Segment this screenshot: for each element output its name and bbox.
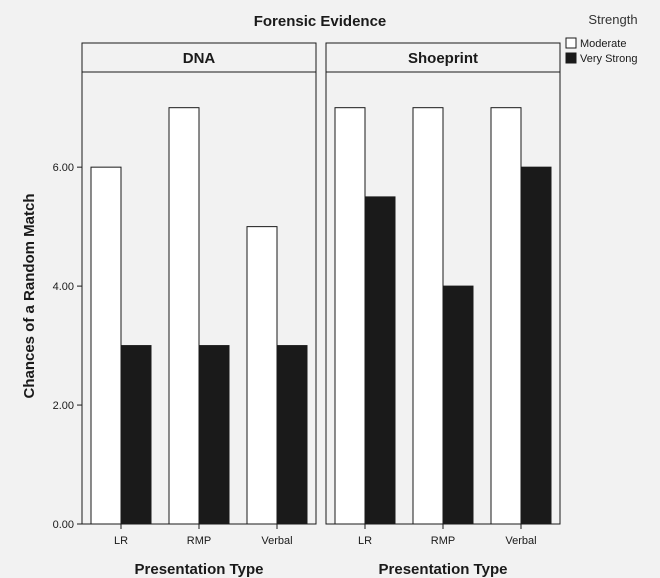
x-axis-label: Presentation Type	[135, 561, 264, 578]
x-tick-label: Verbal	[505, 535, 536, 547]
y-tick-label: 2.00	[53, 400, 74, 412]
bar-moderate-lr	[334, 107, 366, 525]
legend-swatch-very-strong	[565, 52, 577, 64]
panel-shoeprint: Shoeprint LR RMP Verbal Presentation Type	[325, 42, 561, 578]
legend-label-very-strong: Very Strong	[580, 53, 637, 65]
bar-very-strong-lr	[364, 196, 396, 525]
panel-header	[81, 42, 317, 73]
panel-title: Shoeprint	[408, 50, 478, 67]
bar-very-strong-rmp	[198, 345, 230, 525]
bar-moderate-rmp	[412, 107, 444, 525]
legend-title: Strength	[588, 12, 637, 27]
bar-moderate-lr	[90, 166, 122, 525]
bar-very-strong-verbal	[520, 166, 552, 525]
bar-very-strong-lr	[120, 345, 152, 525]
y-tick-label: 6.00	[53, 162, 74, 174]
bar-moderate-verbal	[490, 107, 522, 525]
x-axis-label: Presentation Type	[379, 561, 508, 578]
y-tick-label: 0.00	[53, 519, 74, 531]
x-tick-label: LR	[114, 535, 128, 547]
y-axis-label: Chances of a Random Match	[21, 193, 38, 398]
bar-moderate-verbal	[246, 226, 278, 525]
x-tick-label: RMP	[431, 535, 455, 547]
x-tick-label: LR	[358, 535, 372, 547]
plot-panels: 0.00 2.00 4.00 6.00 DNA LR RMP Verbal Presentati…	[53, 42, 561, 578]
bar-moderate-rmp	[168, 107, 200, 525]
panel-title: DNA	[183, 50, 216, 67]
bar-very-strong-verbal	[276, 345, 308, 525]
x-tick-label: RMP	[187, 535, 211, 547]
bar-very-strong-rmp	[442, 285, 474, 525]
panel-header	[325, 42, 561, 73]
legend-label-moderate: Moderate	[580, 38, 626, 50]
panel-dna: DNA LR RMP Verbal Presentation Type	[81, 42, 317, 578]
x-tick-label: Verbal	[261, 535, 292, 547]
chart-title: Forensic Evidence	[254, 13, 387, 30]
legend-swatch-moderate	[565, 37, 577, 49]
y-tick-label: 4.00	[53, 281, 74, 293]
legend: Strength Moderate Very Strong	[565, 12, 638, 65]
